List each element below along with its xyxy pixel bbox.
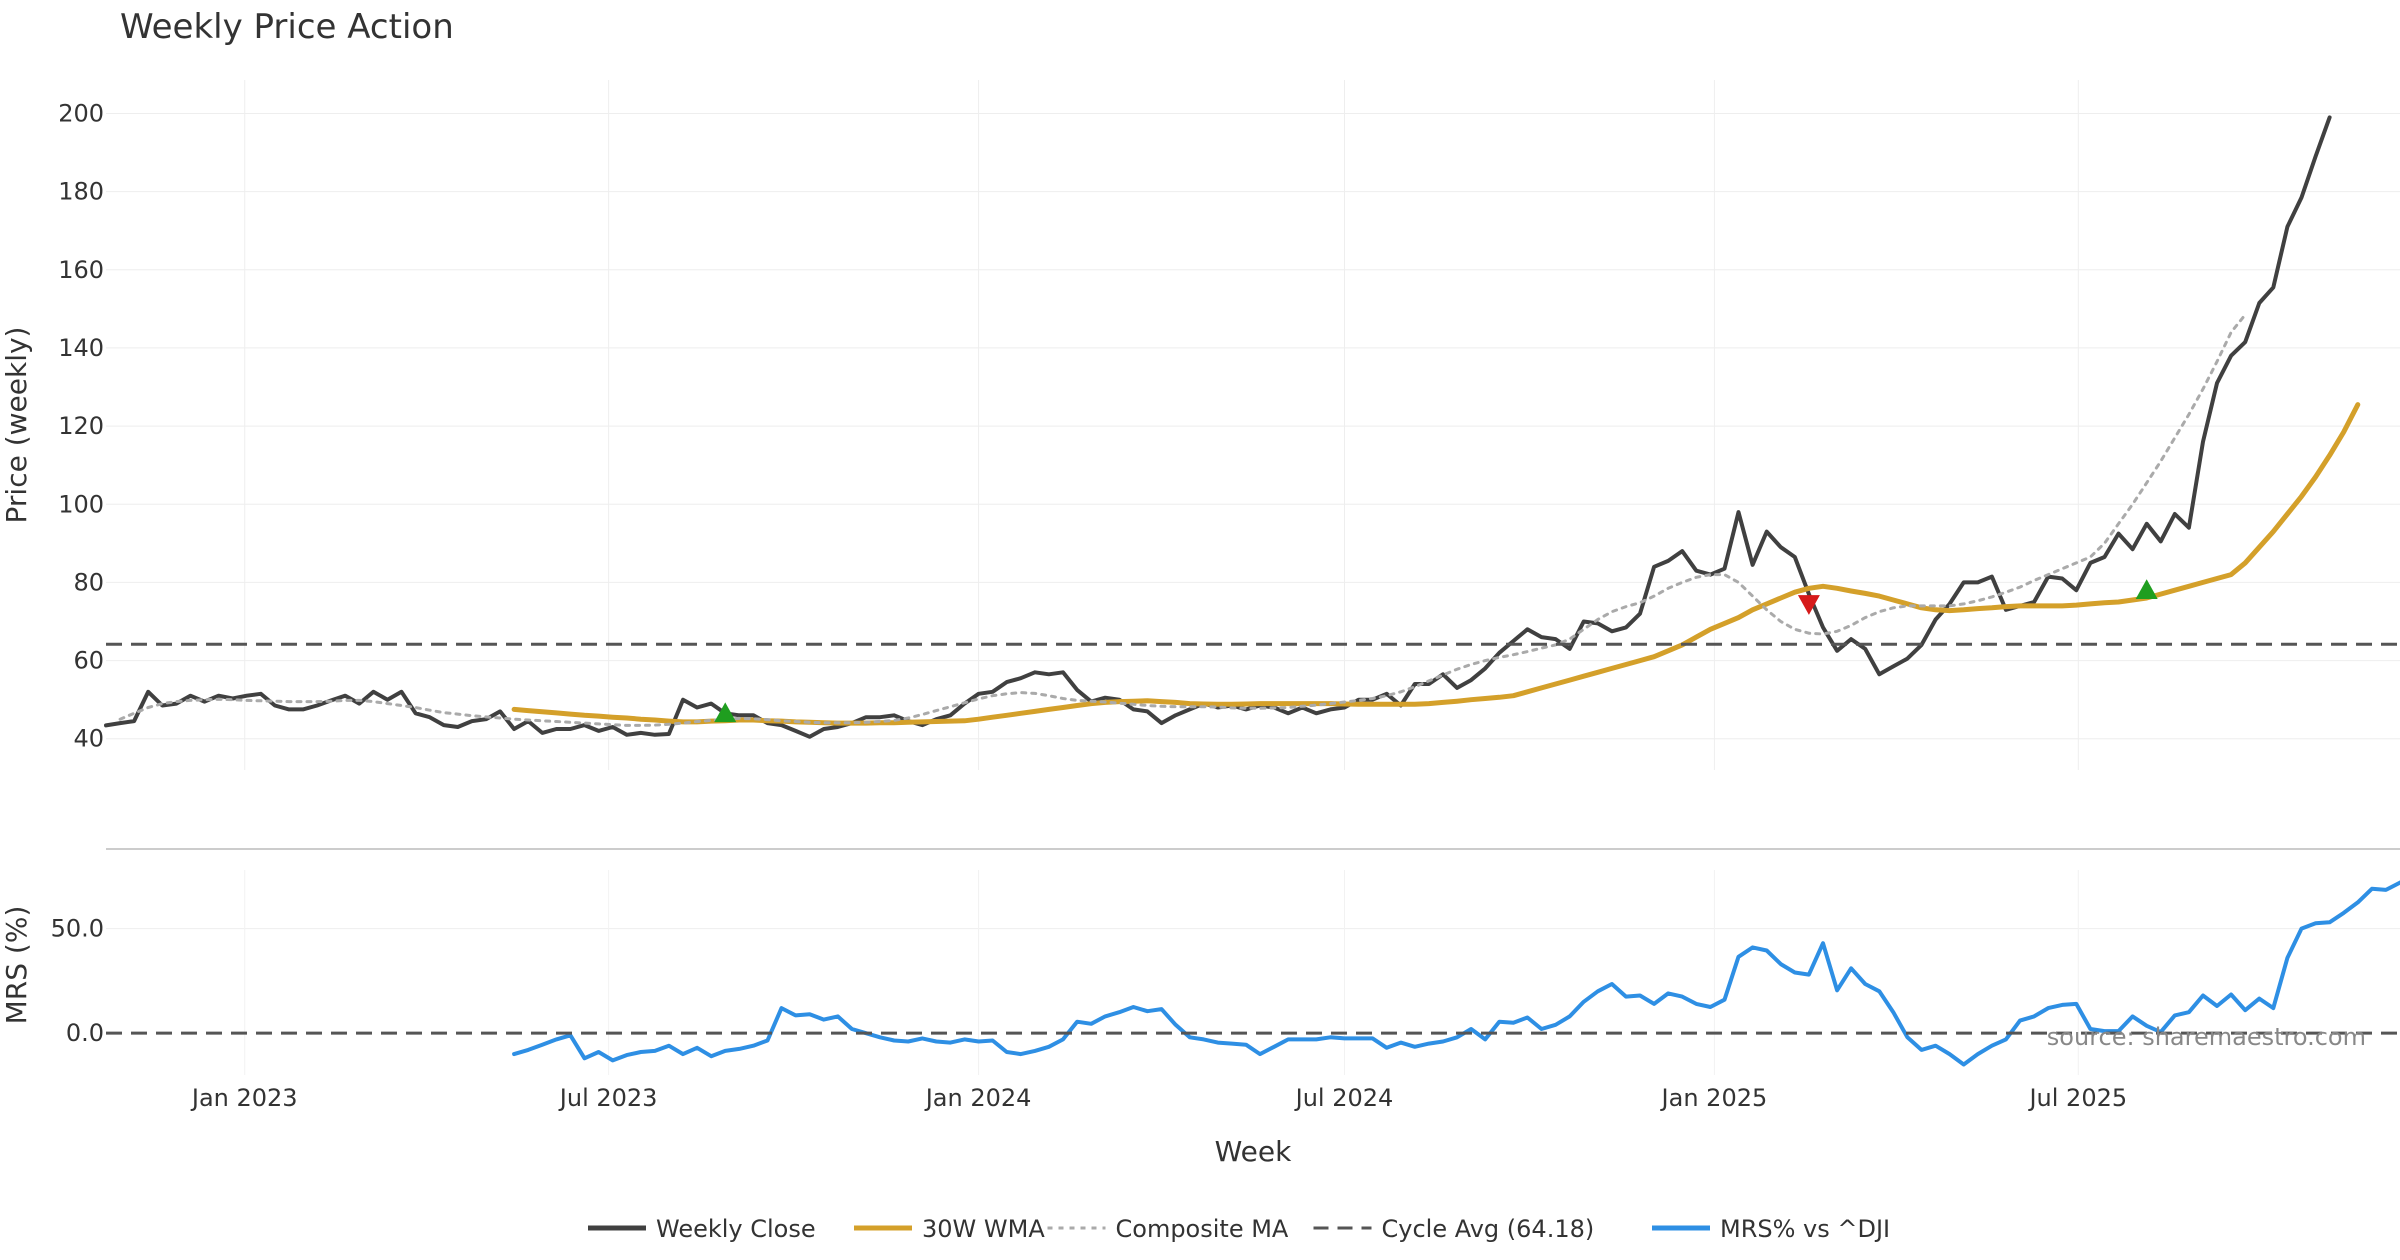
chart-title: Weekly Price Action	[120, 7, 454, 47]
price-y-ticks: 40 60 80 100 120 140 160 180 200	[58, 99, 104, 752]
legend-item-30w-wma: 30W WMA	[854, 1215, 1045, 1243]
price-y-tick-label: 180	[58, 178, 104, 206]
legend-label: MRS% vs ^DJI	[1720, 1215, 1890, 1243]
legend-item-cycle-avg-64-18: Cycle Avg (64.18)	[1313, 1215, 1595, 1243]
legend-item-mrs-vs-dji: MRS% vs ^DJI	[1652, 1215, 1890, 1243]
price-y-axis-title: Price (weekly)	[0, 327, 33, 524]
x-tick-label: Jul 2024	[1294, 1084, 1394, 1112]
price-gridlines	[106, 80, 2400, 770]
legend-label: 30W WMA	[922, 1215, 1045, 1243]
price-y-tick-label: 120	[58, 412, 104, 440]
price-y-tick-label: 40	[73, 725, 104, 753]
price-series-lines	[104, 115, 2400, 739]
legend-label: Composite MA	[1116, 1215, 1289, 1243]
buy-signal-marker	[714, 702, 737, 723]
mrs-series-lines	[106, 880, 2400, 1067]
price-y-tick-label: 200	[58, 99, 104, 127]
mrs-y-tick-label: 0.0	[66, 1019, 104, 1047]
x-tick-label: Jan 2024	[924, 1084, 1032, 1112]
x-tick-label: Jan 2025	[1660, 1084, 1768, 1112]
x-tick-label: Jul 2025	[2027, 1084, 2127, 1112]
buy-signal-marker	[2135, 579, 2158, 600]
mrs-gridlines	[106, 870, 2400, 1075]
price-y-tick-label: 100	[58, 490, 104, 518]
chart-legend: Weekly Close 30W WMA Composite MA Cycle Avg…	[588, 1215, 1890, 1243]
source-label: source: sharemaestro.com	[2047, 1023, 2366, 1051]
mrs-y-axis-title: MRS (%)	[0, 906, 33, 1025]
price-y-tick-label: 160	[58, 256, 104, 284]
signal-markers	[714, 579, 2158, 723]
x-axis-title: Week	[1215, 1135, 1292, 1168]
series-composite-ma	[118, 313, 2247, 727]
mrs-y-ticks: 0.0 50.0	[51, 915, 104, 1048]
series-30w-wma	[511, 402, 2361, 726]
x-axis-ticks: Jan 2023 Jul 2023 Jan 2024 Jul 2024 Jan 2025…	[190, 1084, 2127, 1112]
price-y-tick-label: 80	[73, 568, 104, 596]
legend-item-composite-ma: Composite MA	[1047, 1215, 1289, 1243]
series-weekly-close	[104, 115, 2332, 739]
legend-label: Cycle Avg (64.18)	[1382, 1215, 1595, 1243]
legend-label: Weekly Close	[656, 1215, 816, 1243]
legend-item-weekly-close: Weekly Close	[588, 1215, 816, 1243]
x-tick-label: Jan 2023	[190, 1084, 298, 1112]
sell-signal-marker	[1797, 595, 1820, 615]
price-y-tick-label: 60	[73, 647, 104, 675]
x-tick-label: Jul 2023	[558, 1084, 658, 1112]
mrs-y-tick-label: 50.0	[51, 915, 104, 943]
price-y-tick-label: 140	[58, 334, 104, 362]
